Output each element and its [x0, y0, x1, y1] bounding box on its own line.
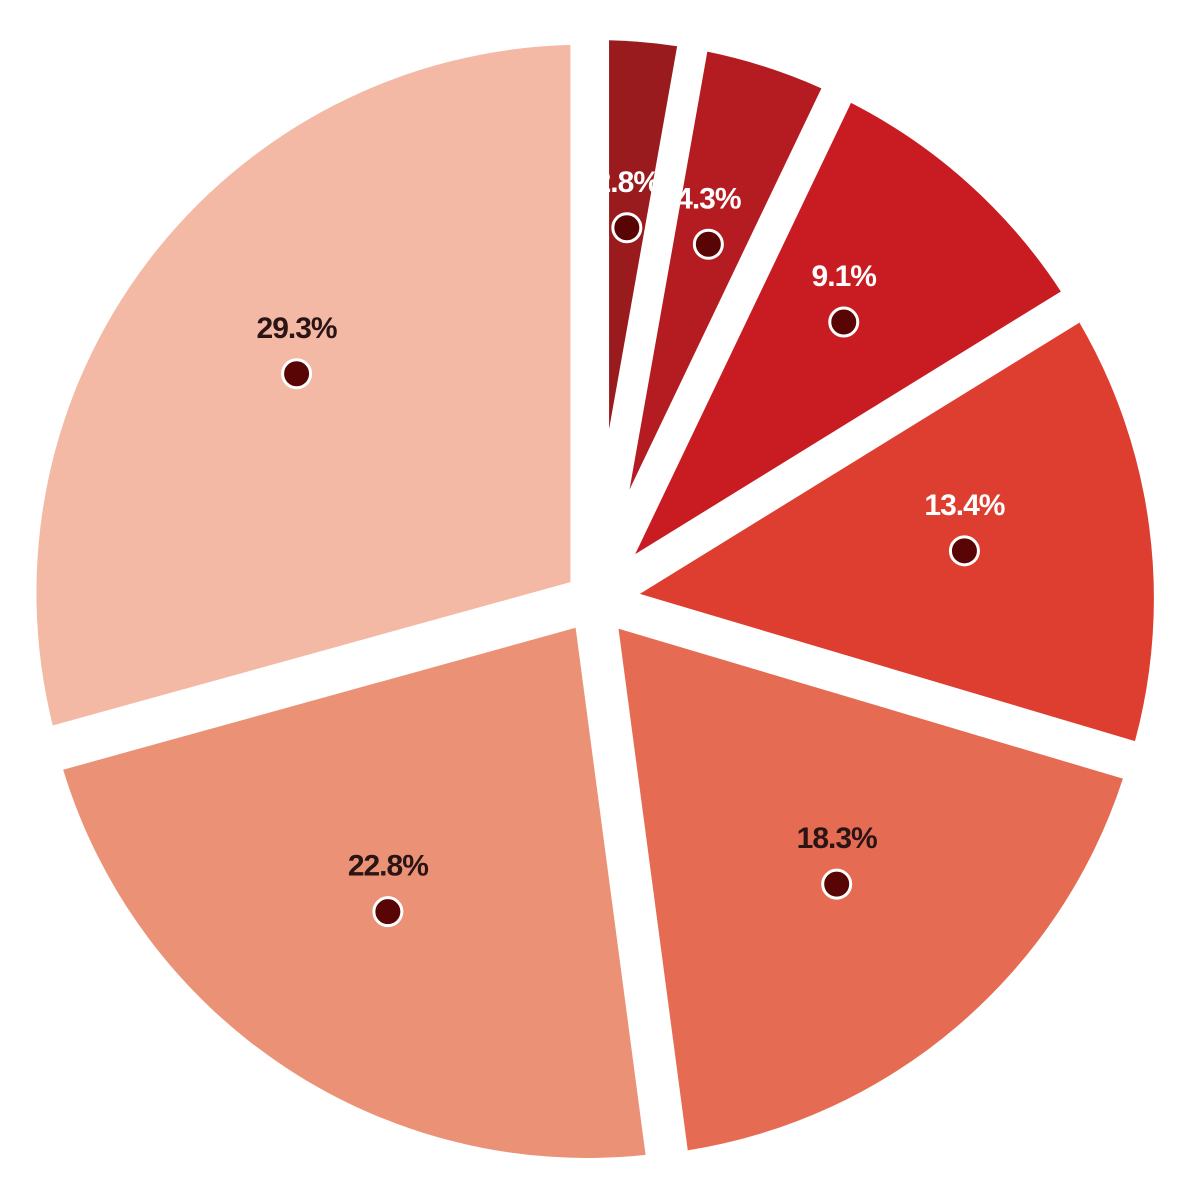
slice-marker: [828, 306, 860, 338]
slice-label: 22.8%: [348, 850, 428, 883]
slice-marker: [948, 535, 980, 567]
slice-label: 13.4%: [924, 489, 1004, 522]
pie-slice: [618, 628, 1123, 1151]
slice-label: 9.1%: [812, 260, 877, 293]
slice-marker: [372, 896, 404, 928]
slice-markers: [281, 212, 980, 928]
slice-label: 4.3%: [676, 182, 741, 215]
slice-labels: 2.8% 4.3% 9.1% 13.4% 18.3% 22.8% 29.3%: [257, 166, 1006, 883]
slice-label: 29.3%: [257, 312, 337, 345]
pie-slice: [609, 40, 678, 430]
pie-slice: [63, 627, 646, 1159]
slice-label: 18.3%: [797, 822, 877, 855]
slice-label: 2.8%: [595, 166, 660, 199]
slice-marker: [821, 868, 853, 900]
pie-slice: [629, 51, 822, 490]
slice-marker: [692, 228, 724, 260]
slice-marker: [611, 212, 643, 244]
pie-slice: [639, 322, 1154, 742]
slice-marker: [281, 358, 313, 390]
pie-slices: [36, 40, 1154, 1159]
